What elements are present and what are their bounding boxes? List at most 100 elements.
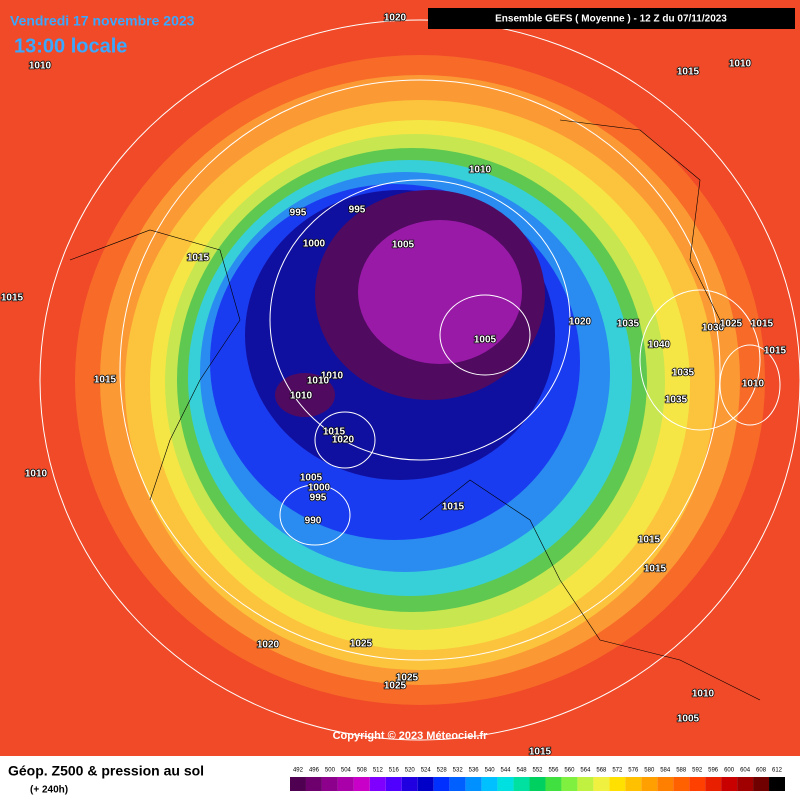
- header-box: [428, 8, 795, 29]
- scale-label: 544: [501, 768, 512, 774]
- scale-swatch: [290, 777, 306, 791]
- scale-swatch: [449, 777, 466, 791]
- scale-label: 540: [485, 768, 496, 774]
- isobar-label: 995: [310, 493, 327, 504]
- scale-swatch: [481, 777, 498, 791]
- geopotential-field: [75, 55, 765, 705]
- scale-swatch: [673, 777, 690, 791]
- scale-swatch: [737, 777, 754, 791]
- isobar-label: 1025: [384, 681, 407, 692]
- isobar-label: 1015: [638, 535, 661, 546]
- isobar-label: 1015: [323, 427, 346, 438]
- isobar-label: 1020: [332, 435, 355, 446]
- scale-label: 492: [293, 768, 304, 774]
- scale-label: 592: [692, 768, 703, 774]
- isobar-label: 990: [305, 516, 322, 527]
- isobar-label: 995: [290, 208, 307, 219]
- scale-swatch: [305, 777, 322, 791]
- isobar-label: 1010: [307, 376, 330, 387]
- isobar-label: 1015: [187, 253, 210, 264]
- scale-label: 524: [421, 768, 432, 774]
- scale-swatch: [497, 777, 514, 791]
- scale-swatch: [417, 777, 434, 791]
- scale-label: 584: [660, 768, 671, 774]
- isobar-label: 1015: [529, 747, 552, 758]
- isobar-label: 1025: [720, 319, 743, 330]
- scale-swatch: [657, 777, 674, 791]
- local-time: 13:00 locale: [14, 35, 127, 57]
- isobar-label: 1010: [742, 379, 765, 390]
- scale-label: 552: [532, 768, 543, 774]
- scale-label: 576: [628, 768, 639, 774]
- isobar-label: 1005: [474, 335, 497, 346]
- isobar-label: 1020: [257, 640, 280, 651]
- isobar-label: 1000: [308, 483, 331, 494]
- scale-label: 612: [772, 768, 783, 774]
- scale-swatch: [721, 777, 738, 791]
- scale-label: 536: [469, 768, 480, 774]
- isobar-label: 1000: [303, 239, 326, 250]
- scale-swatch: [705, 777, 722, 791]
- isobar-label: 1020: [384, 13, 407, 24]
- isobars: [39, 19, 800, 741]
- isobar-label: 1010: [321, 371, 344, 382]
- scale-label: 588: [676, 768, 687, 774]
- isobar-label: 1035: [672, 368, 695, 379]
- isobar-label: 1015: [677, 67, 700, 78]
- scale-swatch: [433, 777, 450, 791]
- scale-label: 608: [756, 768, 767, 774]
- isobar-label: 1005: [300, 473, 323, 484]
- copyright: Copyright © 2023 Méteociel.fr: [333, 730, 489, 742]
- scale-label: 496: [309, 768, 320, 774]
- scale-swatch: [689, 777, 706, 791]
- scale-swatch: [465, 777, 482, 791]
- scale-swatch: [401, 777, 418, 791]
- scale-label: 572: [612, 768, 623, 774]
- scale-label: 508: [357, 768, 368, 774]
- scale-label: 580: [644, 768, 655, 774]
- valid-date: Vendredi 17 novembre 2023: [10, 13, 195, 29]
- isobar-label: 1035: [617, 319, 640, 330]
- isobar-label: 1015: [1, 293, 24, 304]
- scale-label: 604: [740, 768, 751, 774]
- isobar-label: 1040: [648, 340, 671, 351]
- scale-label: 500: [325, 768, 336, 774]
- scale-swatch: [369, 777, 386, 791]
- lead-time: (+ 240h): [30, 785, 68, 796]
- scale-label: 532: [453, 768, 464, 774]
- scale-label: 504: [341, 768, 352, 774]
- isobar-label: 1015: [94, 375, 117, 386]
- scale-label: 600: [724, 768, 735, 774]
- scale-label: 564: [580, 768, 591, 774]
- scale-label: 512: [373, 768, 384, 774]
- isobar-label: 1035: [665, 395, 688, 406]
- scale-swatch: [321, 777, 338, 791]
- isobar-label: 1010: [692, 689, 715, 700]
- isobar-label: 1010: [469, 165, 492, 176]
- scale-swatch: [353, 777, 370, 791]
- scale-swatch: [609, 777, 626, 791]
- isobar-label: 1030: [702, 323, 725, 334]
- isobar-label: 1005: [392, 240, 415, 251]
- scale-swatch: [385, 777, 402, 791]
- isobar-label: 1015: [764, 346, 787, 357]
- isobar-label: 1010: [729, 59, 752, 70]
- legend-title: Géop. Z500 & pression au sol: [8, 763, 204, 779]
- scale-swatch: [593, 777, 610, 791]
- scale-swatch: [641, 777, 658, 791]
- scale-swatch: [577, 777, 594, 791]
- scale-label: 528: [437, 768, 448, 774]
- isobar-label: 1025: [396, 673, 419, 684]
- scale-swatch: [513, 777, 530, 791]
- scale-label: 560: [564, 768, 575, 774]
- scale-swatch: [529, 777, 546, 791]
- isobar-label: 1025: [350, 639, 373, 650]
- scale-label: 568: [596, 768, 607, 774]
- coastlines: [69, 119, 761, 701]
- scale-swatch: [769, 777, 785, 791]
- model-run: Ensemble GEFS ( Moyenne ) - 12 Z du 07/1…: [495, 14, 727, 25]
- scale-swatch: [545, 777, 562, 791]
- isobar-label: 1015: [751, 319, 774, 330]
